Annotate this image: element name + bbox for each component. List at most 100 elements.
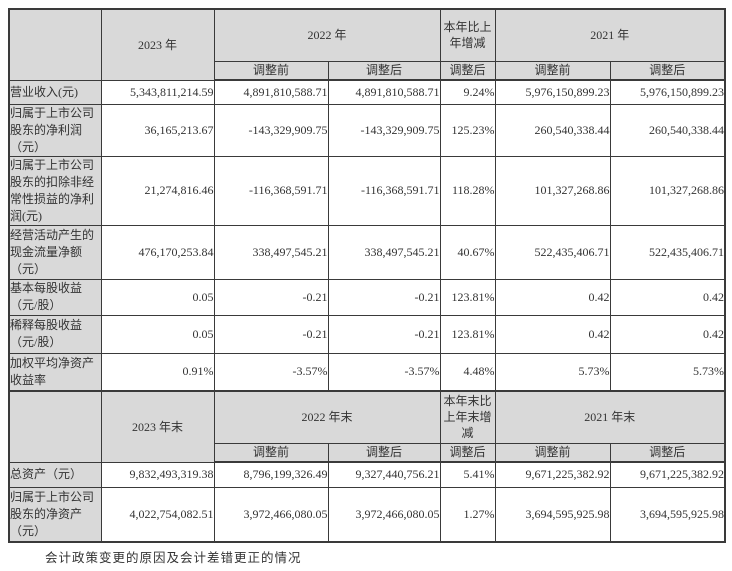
value-2021-pre: 5,976,150,899.23: [494, 79, 611, 105]
table-row-weighted-avg-roe: 加权平均净资产收益率 0.91% -3.57% -3.57% 4.48% 5.7…: [8, 352, 726, 392]
value-2021-pre: 5.73%: [494, 352, 611, 392]
value-change: 40.67%: [439, 224, 496, 280]
table-row-total-assets: 总资产（元） 9,832,493,319.38 8,796,199,326.49…: [8, 461, 726, 488]
header-adj-after-2022: 调整后: [327, 60, 441, 81]
value-2021-post: 9,671,225,382.92: [609, 461, 726, 488]
header-adj-after-2022-end: 调整后: [327, 442, 441, 463]
value-change: 1.27%: [439, 486, 496, 543]
corner-blank-cell: [8, 8, 102, 81]
table-row-net-profit-deducted: 归属于上市公司股东的扣除非经常性损益的净利润(元) 21,274,816.46 …: [8, 155, 726, 226]
header-change: 本年比上年增减: [439, 8, 496, 62]
header-2023: 2023 年: [100, 8, 215, 81]
header-adj-after-2021: 调整后: [609, 60, 726, 81]
section2-header-row1: 2023 年末 2022 年末 本年末比上年末增减 2021 年末: [8, 390, 726, 463]
value-2021-post: 0.42: [609, 278, 726, 316]
row-label: 归属于上市公司股东的净资产（元）: [8, 486, 102, 543]
value-2023: 0.05: [100, 278, 215, 316]
value-2021-pre: 0.42: [494, 278, 611, 316]
value-2022-pre: -116,368,591.71: [213, 155, 329, 226]
table-row-basic-eps: 基本每股收益（元/股） 0.05 -0.21 -0.21 123.81% 0.4…: [8, 278, 726, 316]
value-2021-pre: 522,435,406.71: [494, 224, 611, 280]
value-2021-pre: 3,694,595,925.98: [494, 486, 611, 543]
header-2023-end: 2023 年末: [100, 390, 215, 463]
value-2023: 21,274,816.46: [100, 155, 215, 226]
header-adj-before-2022-end: 调整前: [213, 442, 329, 463]
value-2023: 9,832,493,319.38: [100, 461, 215, 488]
value-2023: 476,170,253.84: [100, 224, 215, 280]
header-adj-before-2021-end: 调整前: [494, 442, 611, 463]
value-2021-post: 260,540,338.44: [609, 103, 726, 157]
table-container: 2023 年 2022 年 本年比上年增减 2021 年 调整前 调整后 调整后…: [8, 8, 727, 543]
value-change: 9.24%: [439, 79, 496, 105]
value-2023: 0.05: [100, 314, 215, 354]
value-2021-pre: 260,540,338.44: [494, 103, 611, 157]
row-label: 加权平均净资产收益率: [8, 352, 102, 392]
header-2021-end: 2021 年末: [494, 390, 726, 444]
row-label: 营业收入(元): [8, 79, 102, 105]
value-2022-pre: -0.21: [213, 278, 329, 316]
value-2022-post: 338,497,545.21: [327, 224, 441, 280]
financial-summary-table: 2023 年 2022 年 本年比上年增减 2021 年 调整前 调整后 调整后…: [8, 8, 727, 543]
value-2022-post: 4,891,810,588.71: [327, 79, 441, 105]
value-2022-post: -3.57%: [327, 352, 441, 392]
header-2022-end: 2022 年末: [213, 390, 441, 444]
table-row-operating-cash-flow: 经营活动产生的现金流量净额（元） 476,170,253.84 338,497,…: [8, 224, 726, 280]
value-2022-pre: -143,329,909.75: [213, 103, 329, 157]
row-label: 基本每股收益（元/股）: [8, 278, 102, 316]
value-2022-post: -0.21: [327, 278, 441, 316]
value-2021-post: 522,435,406.71: [609, 224, 726, 280]
header-adj-before-2022: 调整前: [213, 60, 329, 81]
header-adj-after-change-end: 调整后: [439, 442, 496, 463]
value-2022-post: -0.21: [327, 314, 441, 354]
value-2021-pre: 0.42: [494, 314, 611, 354]
header-adj-after-2021-end: 调整后: [609, 442, 726, 463]
value-2022-pre: -3.57%: [213, 352, 329, 392]
value-2021-pre: 9,671,225,382.92: [494, 461, 611, 488]
value-2021-post: 5.73%: [609, 352, 726, 392]
row-label: 稀释每股收益（元/股）: [8, 314, 102, 354]
value-2022-pre: -0.21: [213, 314, 329, 354]
table-row-diluted-eps: 稀释每股收益（元/股） 0.05 -0.21 -0.21 123.81% 0.4…: [8, 314, 726, 354]
value-2021-post: 3,694,595,925.98: [609, 486, 726, 543]
value-2022-pre: 338,497,545.21: [213, 224, 329, 280]
row-label: 经营活动产生的现金流量净额（元）: [8, 224, 102, 280]
value-2023: 4,022,754,082.51: [100, 486, 215, 543]
header-2021: 2021 年: [494, 8, 726, 62]
value-2022-pre: 4,891,810,588.71: [213, 79, 329, 105]
table-row-revenue: 营业收入(元) 5,343,811,214.59 4,891,810,588.7…: [8, 79, 726, 105]
value-2022-post: -143,329,909.75: [327, 103, 441, 157]
accounting-policy-note: 会计政策变更的原因及会计差错更正的情况: [45, 551, 302, 565]
value-change: 123.81%: [439, 278, 496, 316]
row-label: 归属于上市公司股东的净利润（元）: [8, 103, 102, 157]
section1-header-row1: 2023 年 2022 年 本年比上年增减 2021 年: [8, 8, 726, 81]
section2-header-row2: 调整前 调整后 调整后 调整前 调整后: [9, 442, 726, 463]
value-change: 118.28%: [439, 155, 496, 226]
value-2021-pre: 101,327,268.86: [494, 155, 611, 226]
header-adj-before-2021: 调整前: [494, 60, 611, 81]
value-2022-post: -116,368,591.71: [327, 155, 441, 226]
value-2023: 5,343,811,214.59: [100, 79, 215, 105]
value-2021-post: 101,327,268.86: [609, 155, 726, 226]
table-row-net-profit: 归属于上市公司股东的净利润（元） 36,165,213.67 -143,329,…: [8, 103, 726, 157]
header-adj-after-change: 调整后: [439, 60, 496, 81]
value-change: 123.81%: [439, 314, 496, 354]
row-label: 归属于上市公司股东的扣除非经常性损益的净利润(元): [8, 155, 102, 226]
value-2021-post: 0.42: [609, 314, 726, 354]
corner-blank-cell-2: [8, 390, 102, 463]
section1-header-row2: 调整前 调整后 调整后 调整前 调整后: [9, 60, 726, 81]
header-2022: 2022 年: [213, 8, 441, 62]
value-2023: 36,165,213.67: [100, 103, 215, 157]
value-change: 4.48%: [439, 352, 496, 392]
header-change-end: 本年末比上年末增减: [439, 390, 496, 444]
value-2023: 0.91%: [100, 352, 215, 392]
row-label: 总资产（元）: [8, 461, 102, 488]
value-change: 5.41%: [439, 461, 496, 488]
value-2022-post: 9,327,440,756.21: [327, 461, 441, 488]
value-2022-pre: 3,972,466,080.05: [213, 486, 329, 543]
value-change: 125.23%: [439, 103, 496, 157]
value-2022-pre: 8,796,199,326.49: [213, 461, 329, 488]
table-row-net-assets: 归属于上市公司股东的净资产（元） 4,022,754,082.51 3,972,…: [8, 486, 726, 543]
value-2022-post: 3,972,466,080.05: [327, 486, 441, 543]
value-2021-post: 5,976,150,899.23: [609, 79, 726, 105]
